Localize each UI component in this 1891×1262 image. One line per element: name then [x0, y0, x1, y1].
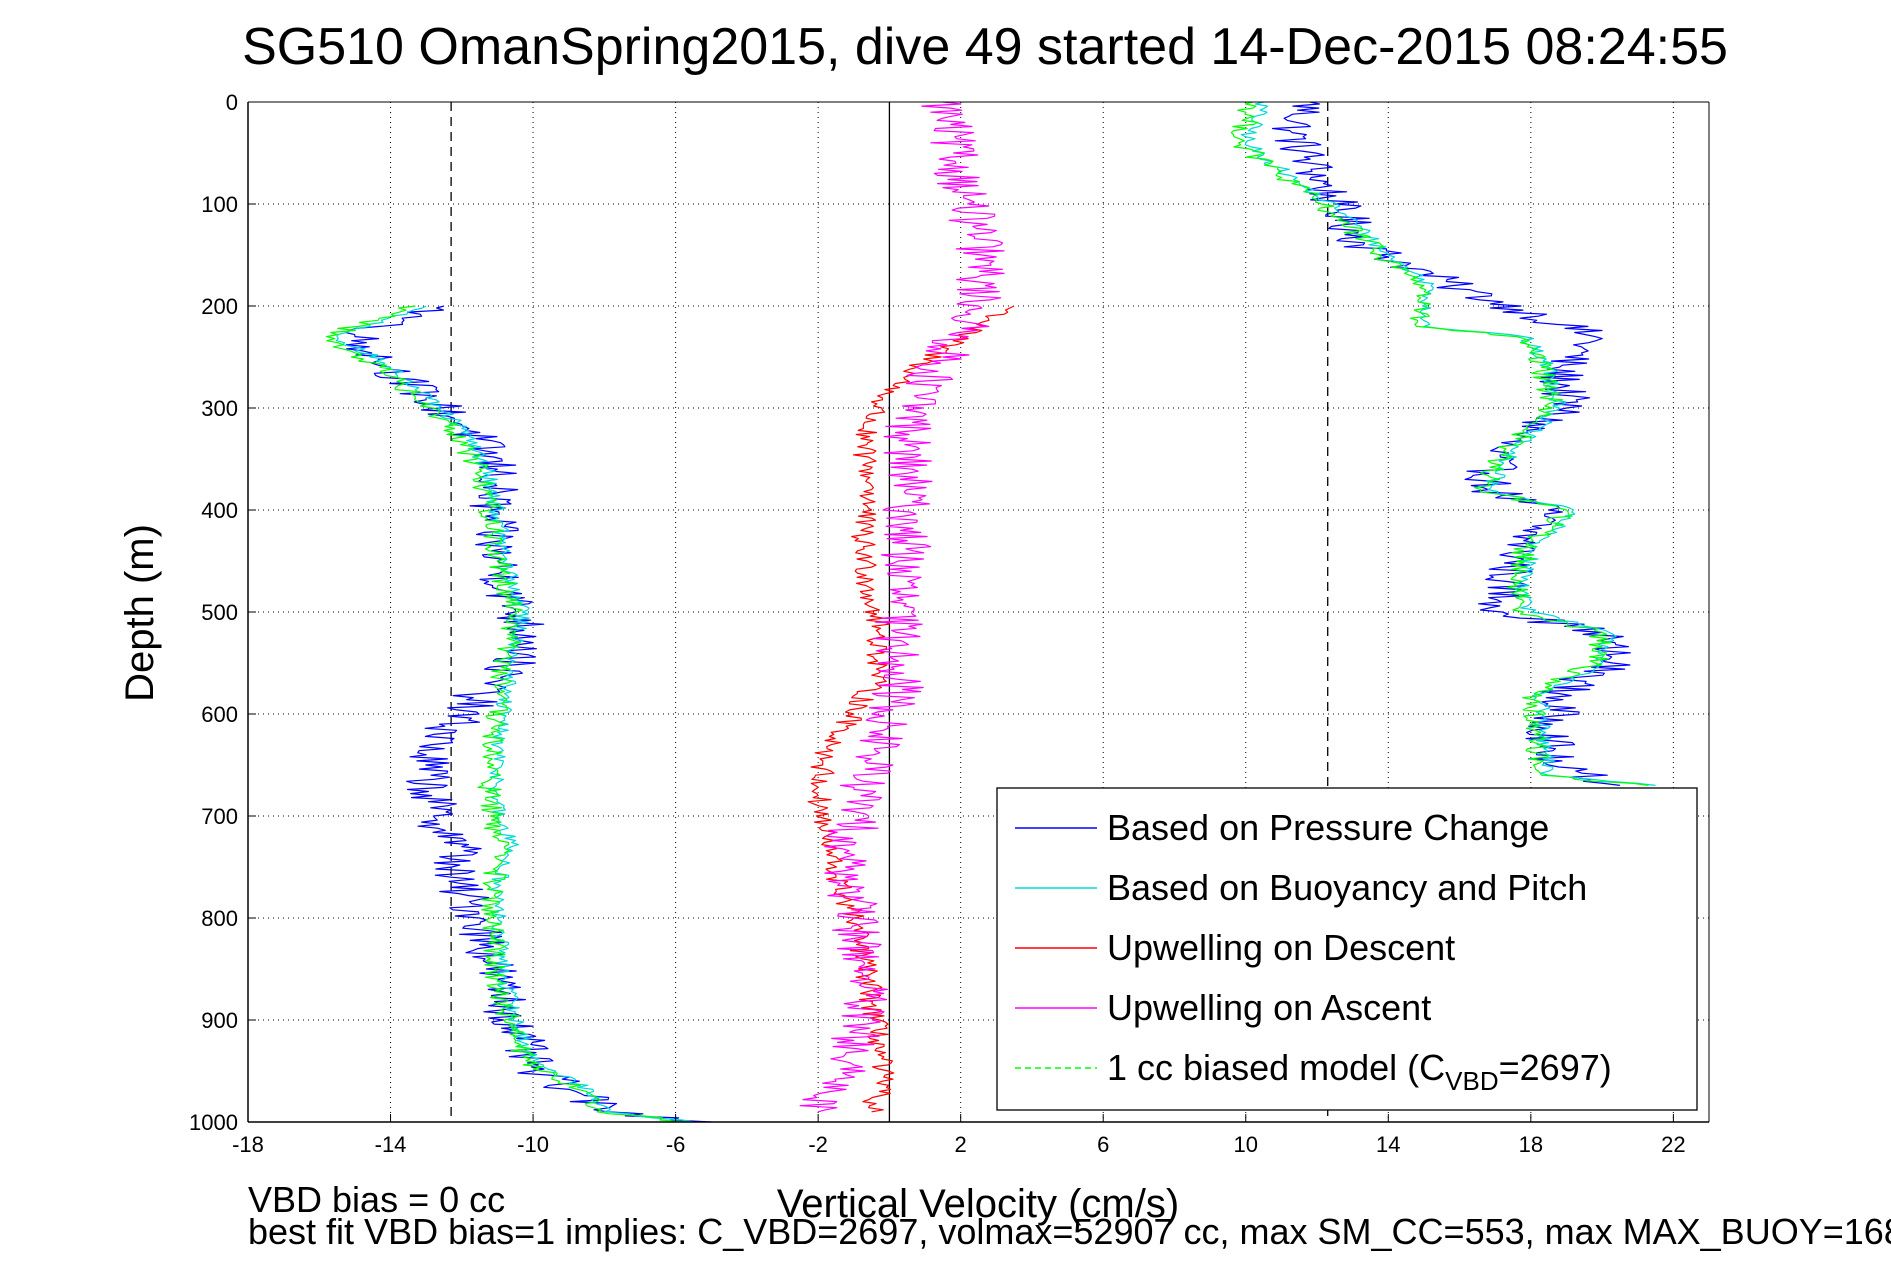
x-tick-label: -18 — [232, 1132, 264, 1157]
series-line — [799, 101, 1005, 1113]
y-tick-label: 600 — [201, 702, 238, 727]
chart-title: SG510 OmanSpring2015, dive 49 started 14… — [242, 18, 1728, 76]
legend-label: Upwelling on Descent — [1107, 927, 1455, 968]
y-tick-label: 0 — [226, 90, 238, 115]
reference-lines — [450, 102, 1329, 1122]
y-tick-label: 800 — [201, 906, 238, 931]
x-axis-label: Vertical Velocity (cm/s) — [777, 1182, 1179, 1226]
x-tick-label: -2 — [808, 1132, 828, 1157]
legend-label: Upwelling on Ascent — [1107, 987, 1431, 1028]
x-tick-label: -10 — [517, 1132, 549, 1157]
x-tick-label: 6 — [1097, 1132, 1109, 1157]
legend-box — [996, 787, 1698, 1111]
grid — [248, 102, 1709, 1122]
y-axis-label: Depth (m) — [118, 524, 162, 702]
y-tick-label: 500 — [201, 600, 238, 625]
series-line — [345, 101, 1631, 1123]
legend-label: Based on Pressure Change — [1107, 807, 1549, 848]
x-tick-label: -6 — [666, 1132, 686, 1157]
legend-label: 1 cc biased model (CVBD=2697) — [1107, 1047, 1612, 1096]
y-tick-label: 1000 — [189, 1110, 238, 1135]
axes — [247, 101, 1710, 1123]
x-tick-labels: -18 -14 -10 -6 -2 2 6 10 14 18 22 — [232, 1132, 1686, 1157]
series-line — [807, 305, 1015, 1113]
x-tick-label: -14 — [375, 1132, 407, 1157]
vbd-bias-note: VBD bias = 0 cc — [248, 1179, 506, 1220]
y-tick-label: 700 — [201, 804, 238, 829]
y-tick-labels: 0 100 200 300 400 500 600 700 800 900 1000 — [189, 90, 238, 1135]
legend-label: Based on Buoyancy and Pitch — [1107, 867, 1587, 908]
x-tick-label: 22 — [1661, 1132, 1685, 1157]
y-tick-label: 200 — [201, 294, 238, 319]
series-layer — [325, 101, 1656, 1123]
best-fit-note: best fit VBD bias=1 implies: C_VBD=2697,… — [248, 1211, 1891, 1252]
x-tick-label: 14 — [1376, 1132, 1400, 1157]
y-tick-label: 100 — [201, 192, 238, 217]
x-tick-label: 18 — [1519, 1132, 1543, 1157]
legend: Based on Pressure Change Based on Buoyanc… — [996, 787, 1698, 1111]
x-tick-label: 2 — [955, 1132, 967, 1157]
y-tick-label: 900 — [201, 1008, 238, 1033]
y-tick-label: 300 — [201, 396, 238, 421]
y-tick-label: 400 — [201, 498, 238, 523]
series-line — [325, 101, 1649, 1123]
x-tick-label: 10 — [1234, 1132, 1258, 1157]
